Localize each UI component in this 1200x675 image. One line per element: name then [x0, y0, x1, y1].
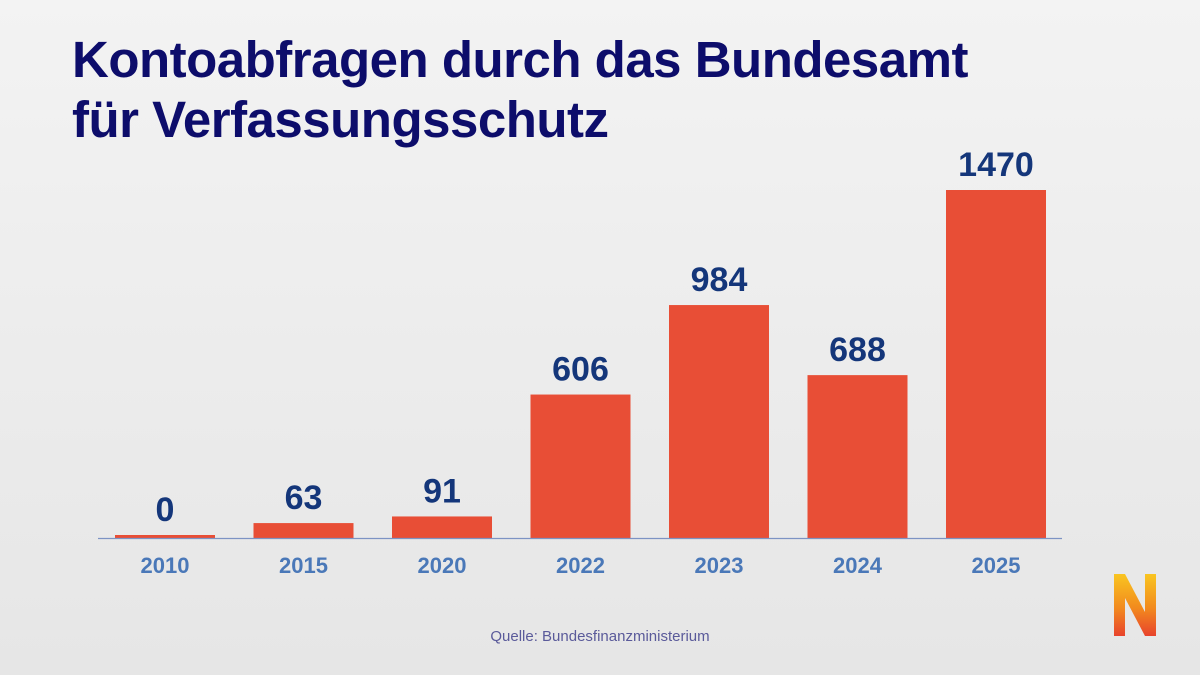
tick-label-2022: 2022 — [556, 553, 605, 578]
chart-title: Kontoabfragen durch das Bundesamt für Ve… — [72, 30, 1152, 150]
tick-label-2015: 2015 — [279, 553, 328, 578]
tick-label-2010: 2010 — [141, 553, 190, 578]
source-note: Quelle: Bundesfinanzministerium — [490, 628, 710, 645]
tick-label-2023: 2023 — [695, 553, 744, 578]
value-label-2015: 63 — [285, 479, 323, 517]
tick-label-2020: 2020 — [418, 553, 467, 578]
value-label-2023: 984 — [691, 261, 748, 299]
tick-label-2024: 2024 — [833, 553, 883, 578]
bar-2015 — [253, 523, 354, 538]
tick-label-2025: 2025 — [972, 553, 1021, 578]
bar-2010 — [115, 535, 215, 538]
chart-title-line-2: für Verfassungsschutz — [72, 91, 609, 148]
bar-2025 — [946, 190, 1046, 538]
value-label-2024: 688 — [829, 331, 886, 369]
chart-title-line-1: Kontoabfragen durch das Bundesamt — [72, 31, 968, 88]
value-label-2022: 606 — [552, 351, 609, 389]
value-label-2010: 0 — [156, 491, 175, 529]
bar-2020 — [392, 516, 492, 538]
value-label-2025: 1470 — [958, 146, 1034, 184]
logo-n-icon — [1114, 574, 1156, 636]
bar-2023 — [669, 305, 769, 538]
bar-2022 — [530, 394, 631, 538]
bar-2024 — [807, 375, 908, 538]
value-label-2020: 91 — [423, 472, 461, 510]
